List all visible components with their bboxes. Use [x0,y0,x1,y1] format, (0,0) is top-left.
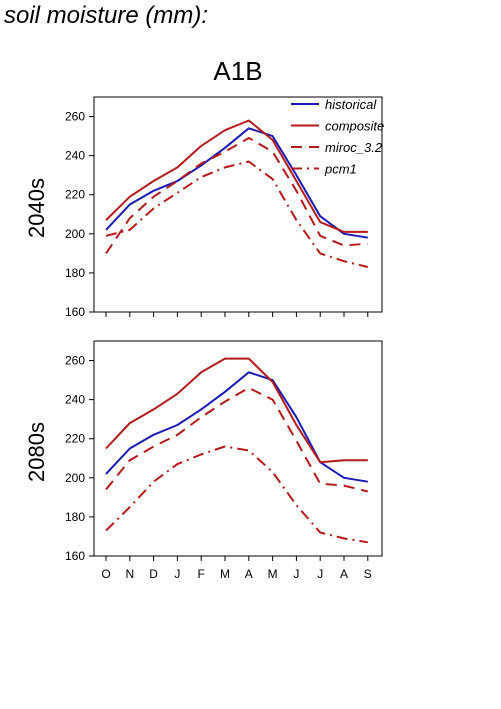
series-line-historical-1 [105,371,368,483]
x-tick-label: M [268,567,278,581]
legend-label: historical [325,97,377,112]
x-tick-label: D [149,567,158,581]
page-title: soil moisture (mm): [4,2,209,29]
x-tick-label: F [198,567,205,581]
legend-label: pcm1 [324,162,357,177]
x-tick-label: N [125,567,134,581]
series-line-historical-0 [105,127,368,239]
y-tick-label: 260 [65,110,85,124]
y-tick-label: 220 [65,432,85,446]
y-tick-label: 220 [65,188,85,202]
series-line-miroc-3-2-0 [105,137,368,254]
series-line-pcm1-1 [105,445,368,544]
series-line-miroc-3-2-1 [105,386,369,493]
y-tick-label: 180 [65,510,85,524]
x-tick-label: J [317,567,323,581]
plot-frame-0 [93,96,383,313]
series-line-pcm1-0 [105,160,369,268]
chart-title: A1B [213,56,263,86]
x-tick-label: S [364,567,372,581]
y-tick-label: 240 [65,393,85,407]
legend-label: miroc_3.2 [325,140,383,155]
x-tick-label: A [340,567,348,581]
x-tick-label: A [245,567,253,581]
y-tick-label: 160 [65,549,85,563]
x-tick-label: J [293,567,299,581]
y-tick-label: 160 [65,305,85,319]
x-tick-label: O [101,567,110,581]
y-tick-label: 240 [65,149,85,163]
y-tick-label: 260 [65,354,85,368]
plot-frame-1 [93,340,383,557]
y-tick-label: 200 [65,471,85,485]
series-line-composite-1 [105,357,368,464]
x-tick-label: M [220,567,230,581]
y-tick-label: 200 [65,227,85,241]
legend-label: composite [325,119,384,134]
series-line-composite-0 [105,119,368,233]
y-tick-label: 180 [65,266,85,280]
x-tick-label: J [174,567,180,581]
